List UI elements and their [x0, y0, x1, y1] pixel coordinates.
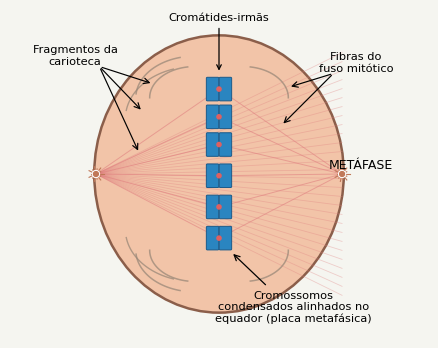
FancyBboxPatch shape	[206, 164, 219, 188]
Ellipse shape	[94, 35, 344, 313]
FancyBboxPatch shape	[219, 226, 232, 250]
FancyBboxPatch shape	[219, 77, 232, 101]
Circle shape	[217, 87, 221, 91]
Circle shape	[339, 171, 346, 177]
FancyBboxPatch shape	[206, 226, 219, 250]
FancyBboxPatch shape	[219, 105, 232, 129]
FancyBboxPatch shape	[206, 195, 219, 219]
Circle shape	[217, 142, 221, 147]
FancyBboxPatch shape	[219, 164, 232, 188]
Circle shape	[339, 172, 344, 176]
Circle shape	[92, 171, 99, 177]
FancyBboxPatch shape	[206, 77, 219, 101]
Circle shape	[217, 236, 221, 240]
Circle shape	[217, 205, 221, 209]
Text: Cromátides-irmãs: Cromátides-irmãs	[169, 13, 269, 69]
Text: METÁFASE: METÁFASE	[329, 159, 393, 172]
FancyBboxPatch shape	[206, 133, 219, 156]
Circle shape	[217, 174, 221, 178]
FancyBboxPatch shape	[219, 133, 232, 156]
Text: Cromossomos
condensados alinhados no
equador (placa metafásica): Cromossomos condensados alinhados no equ…	[215, 291, 372, 324]
Text: Fibras do
fuso mitótico: Fibras do fuso mitótico	[318, 52, 393, 74]
Circle shape	[94, 172, 99, 176]
Text: Fragmentos da
carioteca: Fragmentos da carioteca	[33, 45, 117, 67]
Circle shape	[217, 115, 221, 119]
FancyBboxPatch shape	[206, 105, 219, 129]
FancyBboxPatch shape	[219, 195, 232, 219]
